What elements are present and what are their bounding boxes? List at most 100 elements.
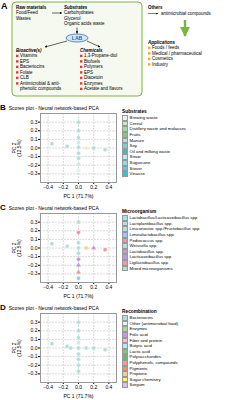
svg-text:−0.3: −0.3 bbox=[28, 370, 38, 376]
svg-text:0.0: 0.0 bbox=[75, 284, 82, 290]
svg-text:0.0: 0.0 bbox=[31, 345, 38, 351]
svg-text:antimicrobial compounds: antimicrobial compounds bbox=[161, 11, 212, 16]
svg-text:−0.2: −0.2 bbox=[28, 262, 38, 268]
svg-text:A: A bbox=[1, 1, 8, 11]
html-text:Lactic acid: Lactic acid bbox=[129, 348, 150, 354]
html-text:Oil and milking waste: Oil and milking waste bbox=[129, 148, 171, 154]
svg-text:0.1: 0.1 bbox=[31, 136, 38, 142]
svg-text:PC 1 (71.7%): PC 1 (71.7%) bbox=[63, 193, 93, 199]
html-text:Enzymes: Enzymes bbox=[129, 326, 148, 332]
html-text:C Scores plot - Neural network: C Scores plot - Neural network-based PCA bbox=[0, 203, 99, 212]
svg-text:0.0: 0.0 bbox=[31, 245, 38, 251]
html-text:Pediococcus spp.: Pediococcus spp. bbox=[129, 237, 164, 243]
html-text:Mixed microorganisms: Mixed microorganisms bbox=[129, 265, 173, 271]
svg-text:−0.4: −0.4 bbox=[43, 284, 53, 290]
svg-text:CLB: CLB bbox=[20, 75, 29, 80]
svg-text:−0.3: −0.3 bbox=[28, 170, 38, 176]
svg-text:PC 1 (71.7%): PC 1 (71.7%) bbox=[63, 293, 93, 299]
svg-text:LAB: LAB bbox=[72, 35, 83, 41]
svg-text:−0.2: −0.2 bbox=[58, 184, 68, 190]
svg-text:Vitamins: Vitamins bbox=[20, 53, 38, 58]
svg-text:0.2: 0.2 bbox=[31, 327, 38, 333]
html-text:Lacticaseibacillus spp.: Lacticaseibacillus spp. bbox=[129, 254, 173, 260]
svg-text:0.1: 0.1 bbox=[31, 336, 38, 342]
svg-text:0.1: 0.1 bbox=[31, 236, 38, 242]
html-text:Straw: Straw bbox=[129, 154, 141, 160]
svg-text:PC 1 (71.7%): PC 1 (71.7%) bbox=[63, 393, 93, 399]
svg-text:Bioactive(s): Bioactive(s) bbox=[16, 48, 42, 53]
svg-text:Enzymes: Enzymes bbox=[84, 81, 103, 86]
html-text:Butyric acid: Butyric acid bbox=[129, 343, 152, 349]
svg-text:Bacteriocins: Bacteriocins bbox=[20, 64, 45, 69]
svg-text:0.3: 0.3 bbox=[31, 319, 38, 325]
svg-text:0.4: 0.4 bbox=[105, 184, 112, 190]
html-text:Brewing waste: Brewing waste bbox=[129, 115, 158, 121]
svg-text:Polymers: Polymers bbox=[84, 64, 104, 69]
svg-text:−0.1: −0.1 bbox=[28, 253, 38, 259]
svg-text:−0.1: −0.1 bbox=[28, 153, 38, 159]
svg-text:0.0: 0.0 bbox=[75, 384, 82, 390]
svg-text:Industry: Industry bbox=[152, 62, 169, 67]
html-text:Distillery waste and molasses: Distillery waste and molasses bbox=[129, 126, 186, 132]
svg-text:Organic acids waste: Organic acids waste bbox=[64, 21, 105, 26]
svg-text:0.0: 0.0 bbox=[31, 145, 38, 151]
svg-text:0.4: 0.4 bbox=[105, 384, 112, 390]
svg-text:0.2: 0.2 bbox=[90, 284, 97, 290]
svg-text:Diacetoin: Diacetoin bbox=[84, 75, 103, 80]
svg-text:−0.3: −0.3 bbox=[28, 270, 38, 276]
svg-text:−0.4: −0.4 bbox=[43, 184, 53, 190]
html-text:Manure: Manure bbox=[129, 137, 145, 143]
svg-text:−0.1: −0.1 bbox=[28, 353, 38, 359]
svg-text:phenolic compounds: phenolic compounds bbox=[20, 86, 62, 91]
svg-text:0.2: 0.2 bbox=[90, 184, 97, 190]
html-text:Stover: Stover bbox=[129, 165, 142, 171]
html-text:B Scores plot - Neural network: B Scores plot - Neural network-based PCA bbox=[0, 103, 99, 112]
svg-text:Chemicals: Chemicals bbox=[80, 48, 103, 53]
html-text:Vinasse: Vinasse bbox=[129, 171, 145, 177]
html-text:Leuconostoc spp./Fructobacillu: Leuconostoc spp./Fructobacillus spp. bbox=[129, 226, 201, 232]
svg-text:Wastes: Wastes bbox=[16, 16, 32, 21]
svg-text:Foods / feeds: Foods / feeds bbox=[152, 45, 180, 50]
svg-text:EPS: EPS bbox=[84, 70, 93, 75]
svg-text:Folate: Folate bbox=[20, 70, 33, 75]
svg-text:0.3: 0.3 bbox=[31, 219, 38, 225]
svg-text:PC 2(12.5%): PC 2(12.5%) bbox=[11, 139, 22, 157]
svg-text:−0.2: −0.2 bbox=[58, 284, 68, 290]
svg-text:Glycerol: Glycerol bbox=[64, 16, 81, 21]
html-text:Lactiplantibacillus spp.: Lactiplantibacillus spp. bbox=[129, 220, 173, 226]
svg-text:Carbohydrates: Carbohydrates bbox=[64, 10, 94, 15]
svg-text:0.4: 0.4 bbox=[105, 284, 112, 290]
html-text:Soy: Soy bbox=[129, 143, 137, 149]
svg-text:−0.2: −0.2 bbox=[58, 384, 68, 390]
html-text:Weissella spp.: Weissella spp. bbox=[129, 243, 158, 249]
html-text:Bacteriocins: Bacteriocins bbox=[129, 315, 153, 321]
svg-text:0.2: 0.2 bbox=[90, 384, 97, 390]
html-text:Other (antimicrobial food): Other (antimicrobial food) bbox=[129, 320, 179, 326]
svg-text:PC 2(12.5%): PC 2(12.5%) bbox=[11, 239, 22, 257]
html-text:Cereal: Cereal bbox=[129, 120, 143, 126]
svg-text:0.2: 0.2 bbox=[31, 227, 38, 233]
svg-text:0.2: 0.2 bbox=[31, 127, 38, 133]
html-text:Fiber and protein: Fiber and protein bbox=[129, 337, 163, 343]
svg-text:Food/Feed: Food/Feed bbox=[16, 10, 38, 15]
svg-text:−0.2: −0.2 bbox=[28, 362, 38, 368]
svg-text:Substrates: Substrates bbox=[64, 5, 88, 10]
svg-text:Cosmetics: Cosmetics bbox=[152, 56, 174, 61]
html-text:D Scores plot - Neural network: D Scores plot - Neural network-based PCA bbox=[0, 303, 99, 312]
svg-text:0.0: 0.0 bbox=[75, 184, 82, 190]
svg-text:−0.4: −0.4 bbox=[43, 384, 53, 390]
svg-text:−0.2: −0.2 bbox=[28, 162, 38, 168]
svg-text:Biofuels: Biofuels bbox=[84, 59, 101, 64]
svg-text:Others: Others bbox=[148, 5, 163, 10]
svg-text:Acetate and flavors: Acetate and flavors bbox=[84, 86, 123, 91]
svg-text:Raw materials: Raw materials bbox=[16, 5, 47, 10]
svg-text:Antimicrobial & anti-: Antimicrobial & anti- bbox=[20, 81, 61, 86]
svg-text:PC 2(12.5%): PC 2(12.5%) bbox=[11, 339, 22, 357]
svg-text:Medical / pharmaceutical: Medical / pharmaceutical bbox=[152, 51, 202, 56]
html-text:Lactobacillus spp.: Lactobacillus spp. bbox=[129, 248, 164, 254]
svg-text:0.3: 0.3 bbox=[31, 119, 38, 125]
html-text:Lactobacillus/Lacticaseibacill: Lactobacillus/Lacticaseibacillus spp. bbox=[129, 215, 199, 221]
svg-text:EPS: EPS bbox=[20, 59, 29, 64]
svg-text:Applications: Applications bbox=[147, 40, 175, 45]
svg-text:1,3-Propane-diol: 1,3-Propane-diol bbox=[84, 53, 117, 58]
